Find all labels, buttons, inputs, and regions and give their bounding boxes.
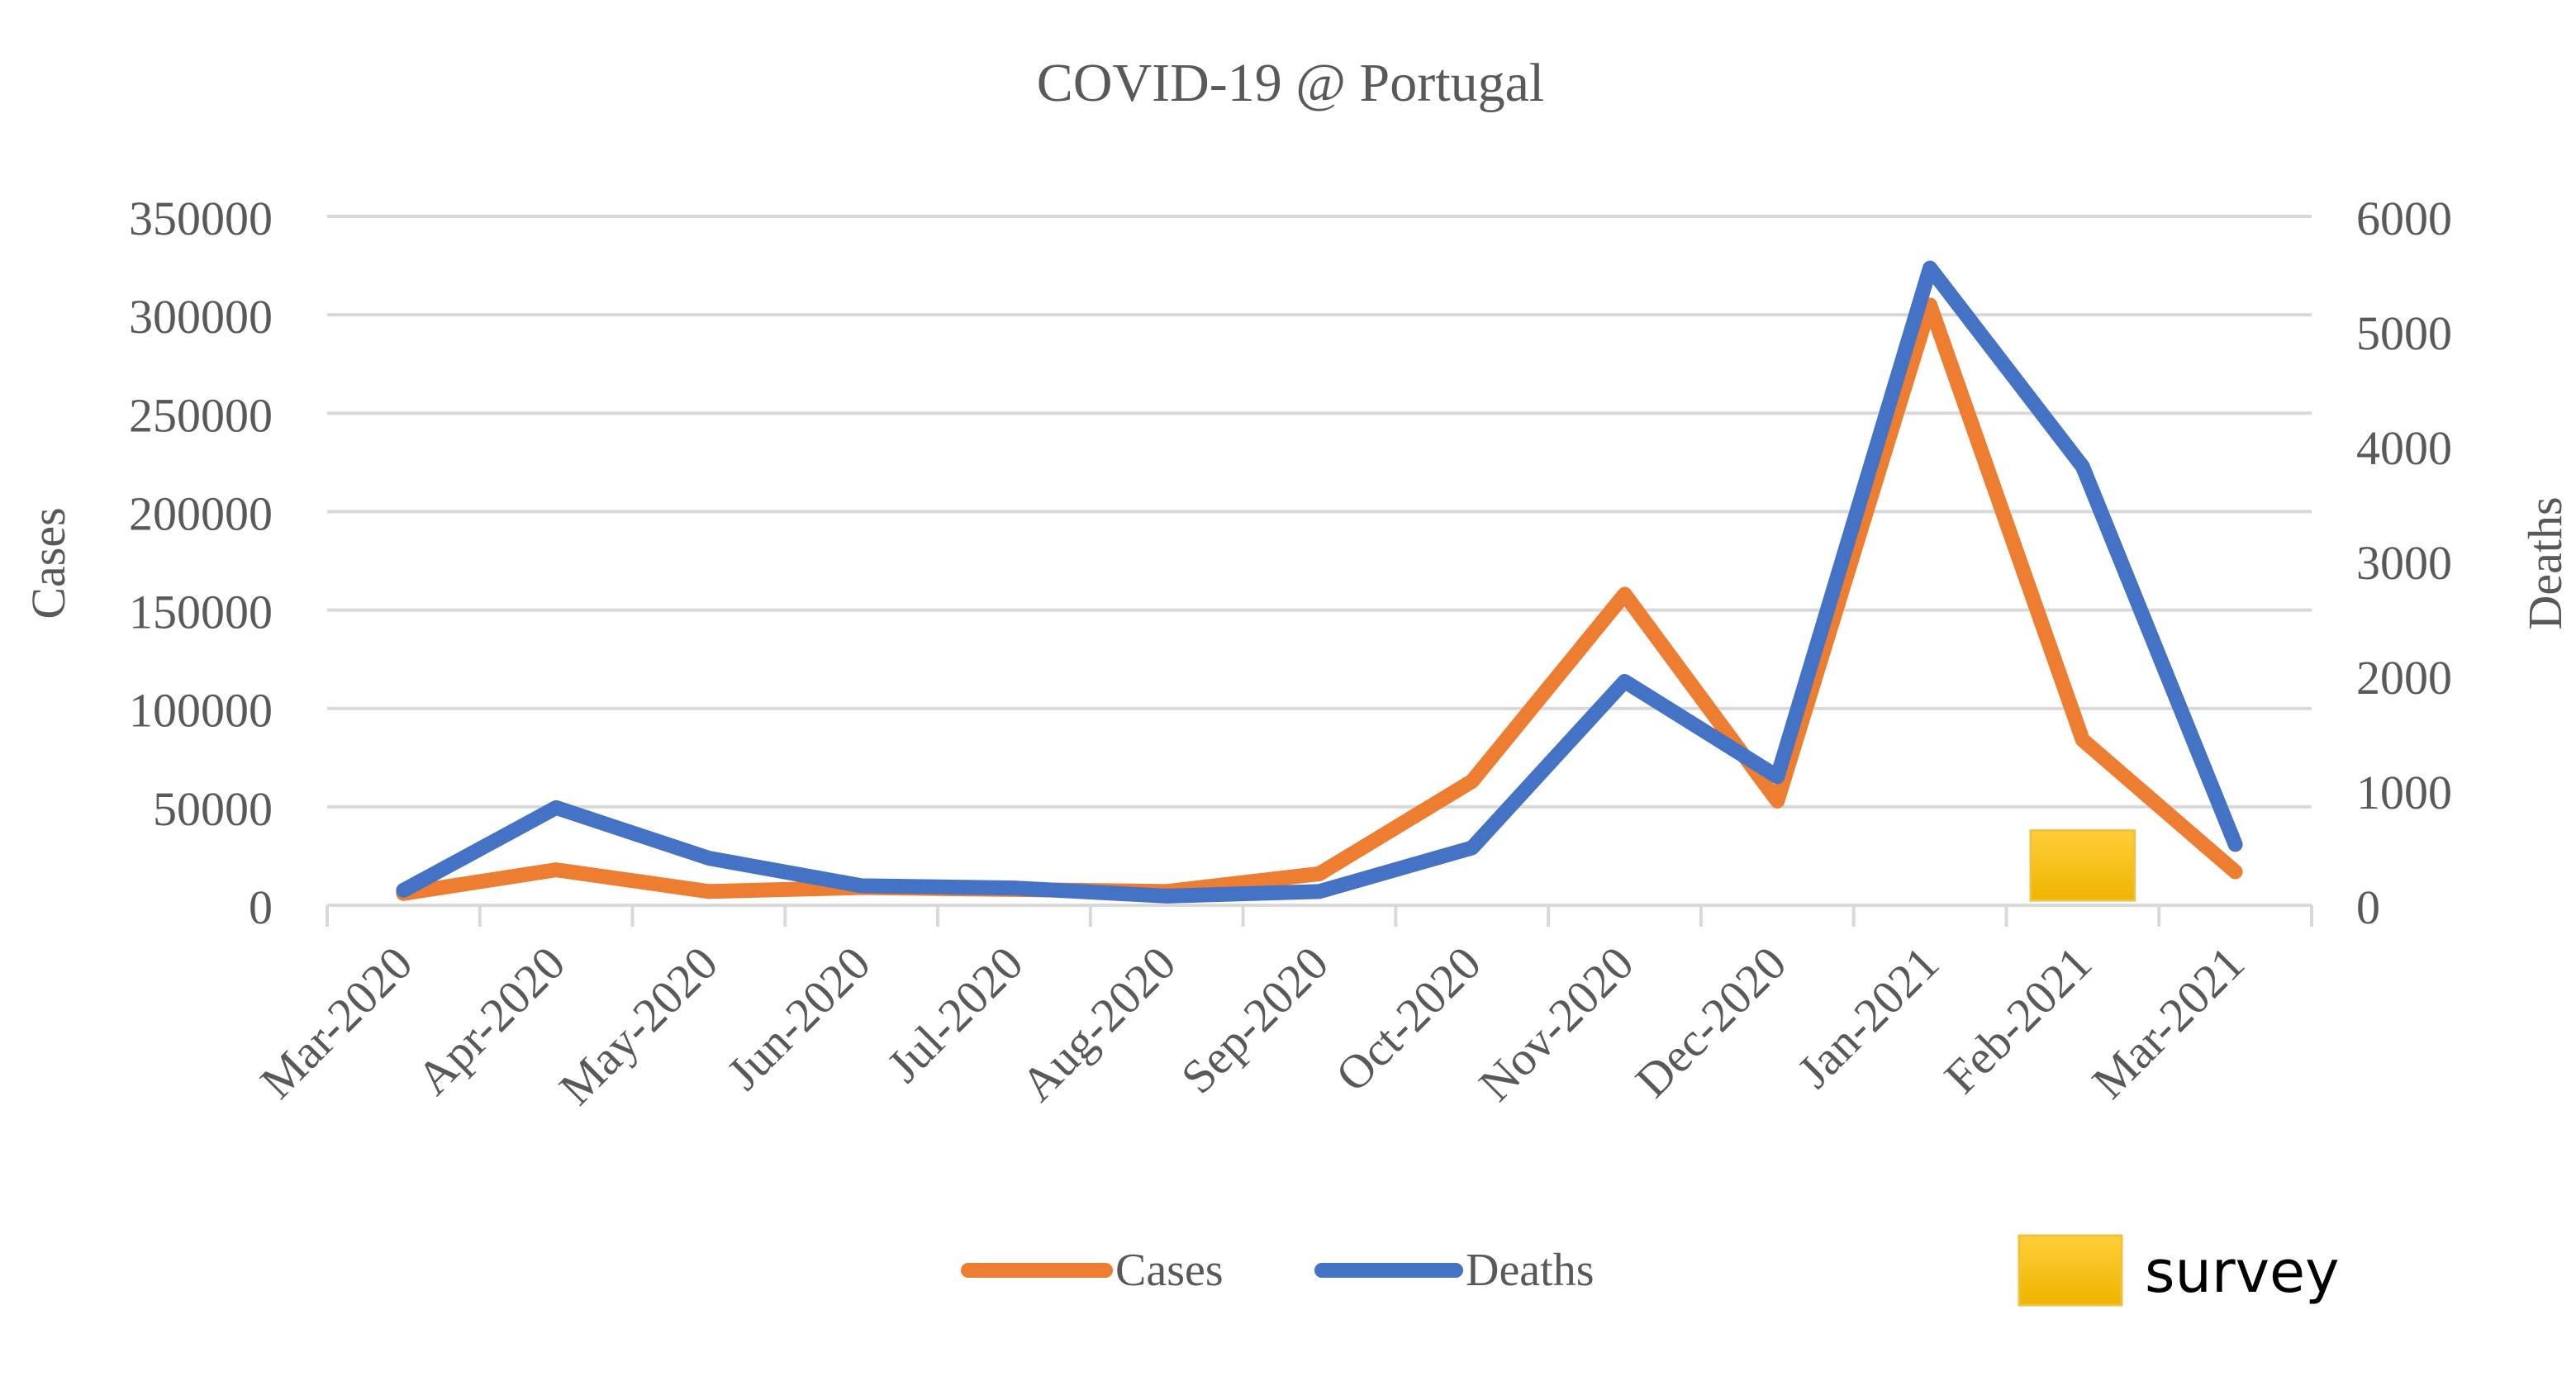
x-tick-label: Aug-2020 [1010, 936, 1186, 1111]
left-axis-ticks: 0 50000 100000 150000 200000 250000 300000 3500… [129, 192, 273, 934]
y-left-tick-label: 150000 [129, 586, 273, 639]
x-tick-label: Apr-2020 [406, 936, 576, 1105]
y-right-tick-label: 3000 [2356, 536, 2452, 590]
x-axis-ticks: Mar-2020Apr-2020May-2020Jun-2020Jul-2020… [250, 936, 2254, 1115]
y-left-axis-label: Cases [21, 507, 75, 619]
y-right-tick-label: 1000 [2356, 766, 2452, 819]
x-tick-label: Jun-2020 [716, 936, 881, 1100]
y-right-tick-label: 0 [2356, 880, 2380, 934]
y-right-axis-label: Deaths [2518, 496, 2572, 629]
survey-marker [2029, 829, 2136, 902]
x-tick-label: Nov-2020 [1468, 936, 1643, 1111]
y-left-tick-label: 50000 [153, 782, 273, 836]
x-tick-label: Jul-2020 [877, 936, 1034, 1093]
x-tick-label: Oct-2020 [1325, 936, 1491, 1102]
y-right-tick-label: 4000 [2356, 421, 2452, 475]
y-left-tick-label: 350000 [129, 192, 273, 245]
y-left-tick-label: 100000 [129, 684, 273, 738]
legend-cases-label: Cases [1115, 1245, 1224, 1296]
series-line-deaths [396, 260, 2243, 904]
right-axis-ticks: 0 1000 2000 3000 4000 5000 6000 [2356, 192, 2452, 934]
y-right-tick-label: 2000 [2356, 651, 2452, 705]
x-tick-label: Jan-2021 [1787, 936, 1949, 1098]
y-left-tick-label: 250000 [129, 388, 273, 442]
series-lines [396, 260, 2243, 904]
y-left-tick-label: 200000 [129, 486, 273, 540]
axes [326, 904, 2313, 927]
y-left-tick-label: 0 [249, 880, 273, 934]
legend-survey-swatch [2018, 1234, 2123, 1307]
y-right-tick-label: 5000 [2356, 306, 2452, 360]
x-tick-label: Mar-2020 [250, 936, 422, 1108]
x-tick-label: Dec-2020 [1625, 936, 1797, 1108]
gridlines [327, 215, 2312, 809]
legend: Cases Deaths survey [961, 1234, 2340, 1307]
legend-survey-label: survey [2145, 1238, 2340, 1306]
x-tick-label: Feb-2021 [1934, 936, 2102, 1103]
legend-deaths-label: Deaths [1466, 1245, 1595, 1296]
series-line-cases [396, 297, 2243, 901]
y-right-tick-label: 6000 [2356, 192, 2452, 245]
x-tick-label: Sep-2020 [1171, 936, 1338, 1103]
x-tick-label: Mar-2021 [2082, 936, 2255, 1108]
y-left-tick-label: 300000 [129, 290, 273, 344]
chart-title: COVID-19 @ Portugal [1037, 53, 1544, 113]
x-tick-label: May-2020 [549, 936, 728, 1115]
